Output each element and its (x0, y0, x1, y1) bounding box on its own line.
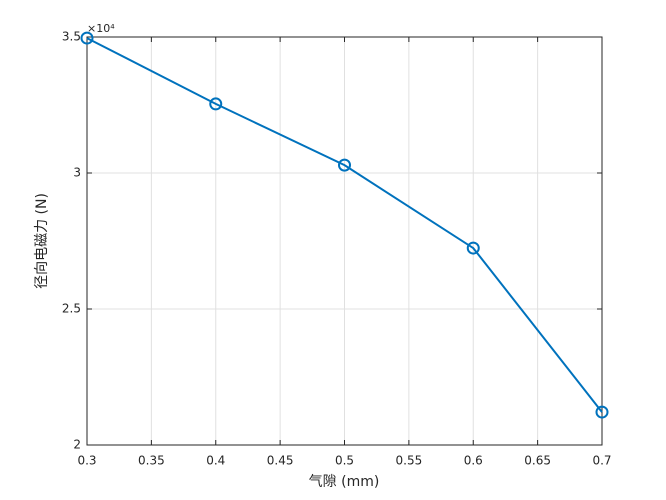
y-axis-label: 径向电磁力 (N) (34, 193, 50, 289)
series-line (86, 37, 603, 413)
x-axis-label: 气隙 (mm) (309, 474, 380, 490)
x-tick-label: 0.65 (524, 454, 551, 468)
x-tick-label: 0.7 (592, 454, 611, 468)
plot-frame (86, 36, 603, 446)
y-tick-label: 3.5 (62, 30, 81, 44)
x-tick-label: 0.45 (267, 454, 294, 468)
y-tick-label: 2 (73, 438, 81, 452)
y-tick-label: 3 (73, 166, 81, 180)
x-tick-label: 0.6 (464, 454, 483, 468)
marker (595, 405, 609, 419)
marker (338, 158, 351, 172)
y-exponent-label: ×10⁴ (87, 22, 115, 35)
marker (466, 241, 480, 255)
marker (80, 31, 94, 45)
marker (209, 97, 223, 111)
x-tick-label: 0.4 (206, 454, 225, 468)
x-tick-label: 0.5 (335, 454, 354, 468)
x-tick-label: 0.3 (77, 454, 96, 468)
y-tick-label: 2.5 (62, 302, 81, 316)
x-tick-label: 0.35 (138, 454, 165, 468)
x-tick-label: 0.55 (396, 454, 423, 468)
